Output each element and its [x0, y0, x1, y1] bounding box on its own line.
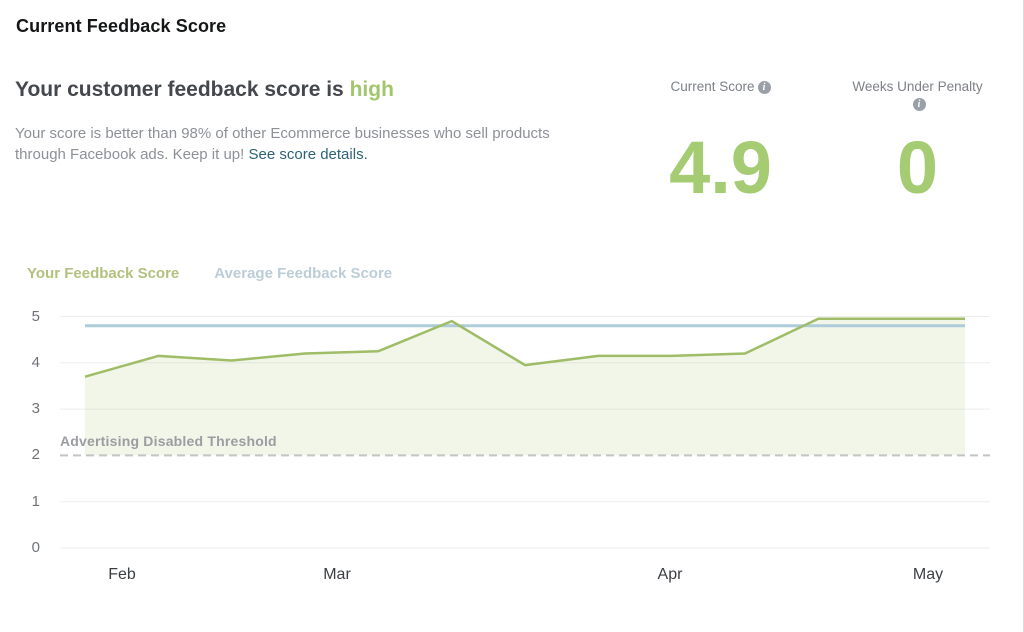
- stat-weeks-under-penalty: Weeks Under Penalty i 0: [830, 78, 1005, 205]
- legend-your-feedback-score[interactable]: Your Feedback Score: [27, 265, 180, 282]
- legend-average-feedback-score[interactable]: Average Feedback Score: [214, 265, 393, 282]
- stat-current-score: Current Score i 4.9: [638, 78, 803, 205]
- threshold-label: Advertising Disabled Threshold: [60, 433, 277, 449]
- y-axis-label: 0: [31, 539, 40, 556]
- x-axis-label: Apr: [657, 566, 683, 583]
- weeks-under-penalty-label-text: Weeks Under Penalty: [852, 79, 983, 94]
- your-score-line: [84, 317, 965, 378]
- feedback-score-chart: Advertising Disabled Threshold 0 1 2 3 4 5 Feb…: [0, 290, 1023, 632]
- see-score-details-link[interactable]: See score details.: [248, 146, 368, 163]
- x-axis-label: Mar: [323, 566, 351, 583]
- your-score-area: [85, 318, 965, 456]
- y-axis-label: 1: [31, 492, 40, 510]
- y-axis-label: 5: [31, 307, 40, 325]
- y-axis-label: 3: [31, 400, 40, 418]
- headline-text: Your customer feedback score is: [15, 78, 350, 101]
- description: Your score is better than 98% of other E…: [15, 123, 550, 165]
- weeks-under-penalty-value: 0: [896, 126, 939, 209]
- x-axis-label: Feb: [108, 566, 136, 583]
- weeks-under-penalty-label: Weeks Under Penalty i: [830, 78, 1005, 112]
- chart-svg: [60, 316, 990, 549]
- current-score-label: Current Score i: [638, 78, 803, 95]
- page-title: Current Feedback Score: [16, 16, 227, 36]
- headline: Your customer feedback score is high: [15, 78, 394, 102]
- info-icon[interactable]: i: [757, 81, 771, 94]
- x-axis-label: May: [912, 566, 944, 583]
- current-score-label-text: Current Score: [670, 79, 755, 94]
- chart-legend: Your Feedback Score Average Feedback Sco…: [27, 265, 392, 282]
- y-axis-label: 4: [31, 353, 40, 371]
- headline-status: high: [349, 78, 394, 101]
- description-line2: through Facebook ads. Keep it up!: [15, 146, 249, 163]
- info-icon[interactable]: i: [912, 98, 926, 111]
- y-axis-label: 2: [31, 446, 40, 464]
- current-score-value: 4.9: [669, 126, 772, 209]
- description-line1: Your score is better than 98% of other E…: [15, 125, 550, 142]
